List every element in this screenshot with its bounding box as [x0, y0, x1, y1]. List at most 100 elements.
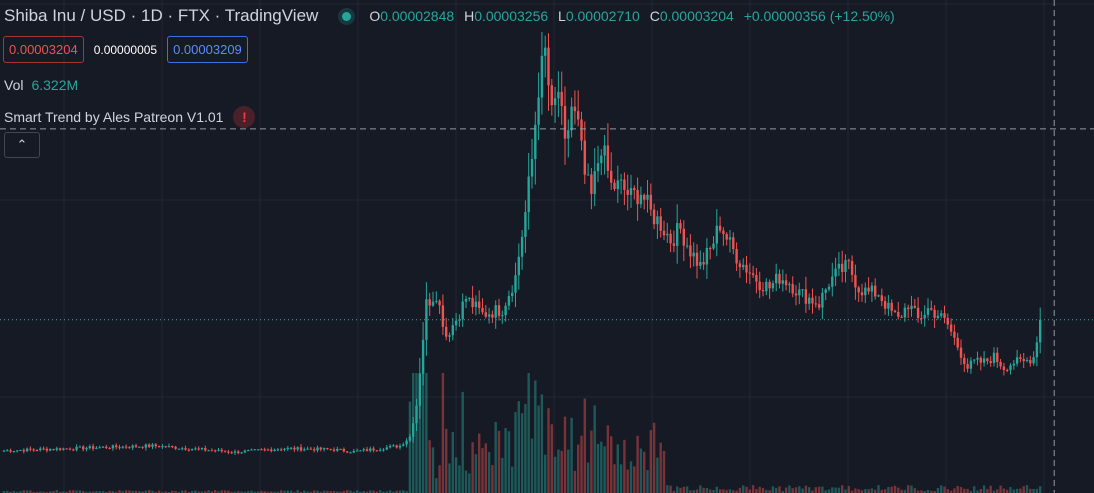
candle-body	[837, 263, 841, 269]
candle-body	[148, 444, 151, 447]
candle-body	[963, 357, 966, 365]
volume-bar	[497, 430, 501, 493]
volume-bar	[916, 490, 920, 493]
volume-bar	[883, 489, 887, 493]
candle-body	[402, 444, 405, 446]
candle-body	[827, 286, 831, 290]
volume-bar	[920, 490, 923, 493]
volume-bar	[441, 373, 445, 493]
volume-bar	[1029, 488, 1032, 493]
candle-body	[692, 252, 695, 257]
volume-bar	[507, 431, 511, 493]
candle-body	[652, 209, 656, 225]
candle-body	[1015, 357, 1019, 364]
candle-body	[580, 119, 583, 141]
candle-body	[247, 450, 250, 452]
volume-bar	[118, 490, 121, 493]
volume-bar	[78, 490, 82, 493]
candle-body	[534, 124, 537, 160]
volume-bar	[606, 425, 610, 493]
candle-body	[332, 449, 336, 451]
low-label: L	[558, 8, 566, 24]
candle-body	[461, 301, 464, 320]
volume-bar	[778, 486, 781, 493]
candle-body	[933, 309, 936, 318]
volume-bar	[788, 485, 791, 493]
candle-body	[128, 447, 131, 449]
candle-body	[732, 237, 735, 250]
volume-bar	[824, 490, 827, 493]
indicator-legend[interactable]: Smart Trend by Ales Patreon V1.01 !	[4, 106, 256, 128]
volume-bar	[85, 491, 88, 493]
sell-price-button[interactable]: 0.00003204	[3, 36, 84, 63]
volume-bar	[936, 488, 940, 493]
candle-body	[223, 451, 227, 453]
volume-bar	[847, 486, 850, 493]
close-label: C	[649, 8, 660, 24]
volume-bar	[963, 488, 966, 493]
candle-body	[603, 145, 606, 156]
volume-bar	[801, 488, 804, 493]
collapse-legend-button[interactable]: ⌃	[4, 132, 40, 158]
volume-bar	[643, 451, 646, 493]
volume-bar	[161, 491, 164, 493]
candle-body	[474, 301, 478, 308]
volume-bar	[817, 486, 821, 493]
candle-body	[464, 299, 468, 302]
volume-bar	[111, 491, 115, 493]
volume-bars	[2, 373, 1042, 493]
volume-bar	[408, 401, 412, 493]
candle-body	[16, 450, 19, 452]
candle-body	[586, 174, 590, 176]
candle-body	[728, 237, 732, 240]
volume-bar	[454, 457, 458, 493]
volume-bar	[151, 490, 154, 493]
candle-body	[68, 448, 72, 450]
candle-body	[738, 263, 742, 268]
candle-body	[52, 449, 55, 451]
candle-body	[672, 243, 676, 246]
candle-body	[877, 295, 880, 297]
candle-body	[702, 262, 705, 265]
candle-body	[999, 362, 1002, 367]
candle-body	[530, 159, 534, 177]
candle-body	[596, 163, 600, 172]
volume-bar	[841, 485, 844, 493]
volume-bar	[926, 489, 930, 493]
volume-bar	[616, 444, 619, 493]
volume-legend[interactable]: Vol 6.322M	[4, 77, 78, 93]
volume-bar	[867, 489, 870, 493]
buy-price-button[interactable]: 0.00003209	[167, 36, 248, 63]
volume-bar	[421, 373, 425, 493]
candle-body	[501, 315, 504, 317]
volume-bar	[646, 470, 649, 493]
candle-body	[369, 448, 372, 451]
candle-body	[157, 446, 161, 448]
volume-bar	[933, 490, 936, 493]
exclamation-icon[interactable]: !	[233, 106, 256, 128]
candle-body	[388, 445, 392, 448]
volume-bar	[524, 404, 527, 493]
candle-body	[1032, 357, 1035, 364]
candle-body	[428, 299, 431, 306]
volume-bar	[299, 491, 303, 493]
candle-body	[91, 446, 95, 449]
volume-bar	[415, 373, 418, 493]
candle-body	[438, 300, 441, 306]
volume-bar	[187, 491, 190, 493]
volume-bar	[91, 491, 95, 493]
symbol-title[interactable]: Shiba Inu / USD · 1D · FTX · TradingView	[4, 6, 319, 25]
volume-bar	[243, 491, 247, 493]
volume-bar	[860, 490, 864, 493]
volume-bar	[220, 490, 223, 493]
candle-body	[834, 268, 837, 277]
volume-bar	[755, 489, 758, 493]
candle-body	[514, 275, 517, 293]
candle-body	[273, 449, 276, 451]
candle-body	[583, 140, 586, 175]
volume-bar	[712, 489, 715, 493]
candle-body	[761, 290, 765, 292]
candle-body	[346, 451, 349, 453]
candle-body	[55, 448, 58, 450]
